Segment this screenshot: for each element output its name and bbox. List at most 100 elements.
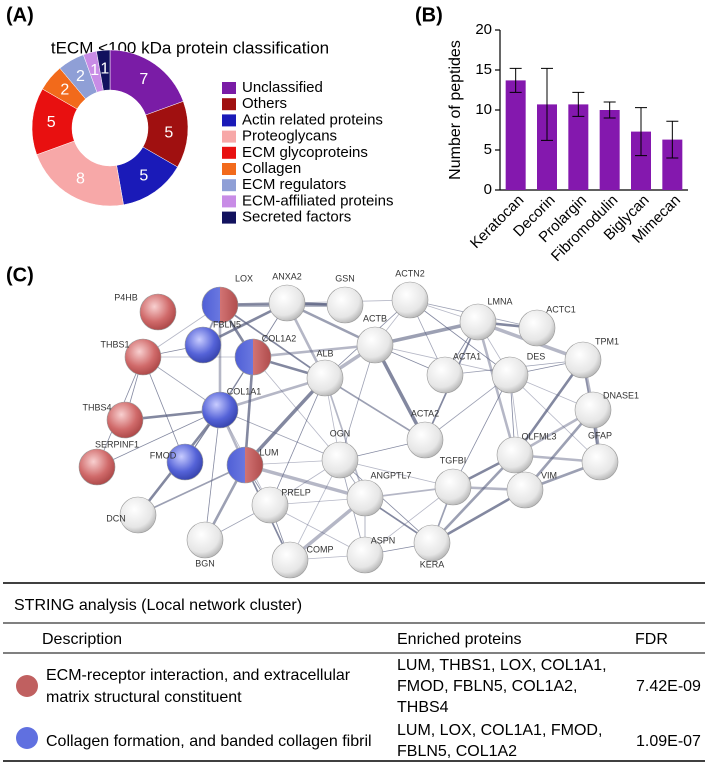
node-label: VIM — [541, 470, 557, 480]
fdr: 1.09E-07 — [636, 733, 701, 750]
node-label: FBLN5 — [213, 319, 241, 329]
edge — [339, 459, 454, 488]
edge — [339, 459, 433, 544]
node-label: OLFML3 — [521, 431, 556, 441]
node — [139, 293, 177, 331]
legend-swatch — [222, 98, 236, 111]
node — [356, 326, 394, 364]
bar — [537, 104, 557, 190]
node — [119, 496, 157, 534]
data-label: 5 — [47, 114, 56, 131]
node — [491, 356, 529, 394]
y-tick-label: 20 — [475, 21, 492, 38]
node-label: COMP — [307, 544, 334, 554]
data-label: 7 — [139, 71, 148, 88]
proteins: FMOD, FBLN5, COL1A2, — [397, 678, 578, 695]
legend-swatch — [222, 195, 236, 208]
node-label: ACTA2 — [411, 408, 439, 418]
node — [391, 281, 429, 319]
legend-label: Proteoglycans — [242, 128, 337, 145]
fdr: 7.42E-09 — [636, 678, 701, 695]
edge — [339, 344, 376, 461]
bar — [568, 104, 589, 190]
node-label: DNASE1 — [603, 390, 639, 400]
legend-swatch — [222, 82, 236, 94]
node-label: FMOD — [150, 450, 177, 460]
edge — [289, 459, 341, 561]
legend-label: ECM-affiliated proteins — [242, 192, 393, 209]
legend-swatch — [222, 146, 236, 159]
y-axis-label: Number of peptides — [447, 40, 464, 180]
legend-label: Unclassified — [242, 79, 323, 96]
node-label: KERA — [420, 559, 445, 569]
node — [346, 536, 384, 574]
node — [226, 446, 264, 484]
legend-label: ECM glycoproteins — [242, 144, 368, 161]
node — [186, 521, 224, 559]
node-label: LOX — [235, 273, 253, 283]
cluster-marker — [16, 727, 38, 749]
node-label: COL1A1 — [227, 386, 262, 396]
edge — [219, 409, 341, 461]
proteins: THBS4 — [397, 699, 449, 716]
node — [78, 448, 116, 486]
node-label: ALB — [316, 348, 333, 358]
table-header: Description — [42, 631, 122, 648]
node — [326, 286, 364, 324]
node-label: THBS4 — [82, 402, 111, 412]
proteins: LUM, THBS1, LOX, COL1A1, — [397, 657, 607, 674]
node-label: ACTB — [363, 313, 387, 323]
node-label: GSN — [335, 273, 355, 283]
node-label: COL1A2 — [262, 333, 297, 343]
node-label: LUM — [259, 447, 278, 457]
node — [346, 479, 384, 517]
node — [518, 309, 556, 347]
y-tick-label: 10 — [475, 101, 492, 118]
legend-swatch — [222, 130, 236, 143]
y-tick-label: 15 — [475, 61, 492, 78]
node — [124, 338, 162, 376]
edge — [452, 374, 511, 488]
node-label: SERPINF1 — [95, 439, 139, 449]
node — [201, 286, 239, 324]
edge — [431, 454, 516, 544]
node — [184, 326, 222, 364]
description: matrix structural constituent — [46, 689, 242, 706]
legend-swatch — [222, 179, 236, 192]
edge — [513, 359, 585, 456]
node-label: ANXA2 — [272, 271, 302, 281]
table-header: FDR — [635, 631, 668, 648]
description: Collagen formation, and banded collagen … — [46, 733, 372, 750]
data-label: 2 — [76, 68, 85, 85]
proteins: LUM, LOX, COL1A1, FMOD, — [397, 722, 602, 739]
node-label: THBS1 — [100, 339, 129, 349]
node — [459, 303, 497, 341]
node-label: TGFBI — [440, 455, 467, 465]
legend-label: Actin related proteins — [242, 111, 383, 128]
node — [581, 443, 619, 481]
network: P4HB LOX ANXA2 GSN ACTN2 LMNA ACTC1 TPM1 THBS1 FB… — [78, 268, 639, 579]
edge — [137, 464, 246, 516]
node-label: PRELP — [281, 487, 311, 497]
legend-label: Collagen — [242, 160, 301, 177]
node — [496, 436, 534, 474]
edge — [96, 409, 221, 468]
edge — [243, 376, 327, 467]
data-label: 5 — [164, 124, 173, 141]
node — [426, 356, 464, 394]
panel-label: (B) — [415, 4, 443, 26]
node-label: ASPN — [371, 535, 396, 545]
node — [106, 401, 144, 439]
node — [321, 441, 359, 479]
node-label: P4HB — [114, 292, 138, 302]
data-label: 1 — [100, 60, 109, 77]
y-tick-label: 0 — [484, 181, 492, 198]
edge — [324, 377, 366, 499]
data-label: 2 — [60, 81, 69, 98]
node-label: ACTN2 — [395, 268, 425, 278]
node-label: BGN — [195, 558, 215, 568]
edge — [204, 409, 221, 541]
node — [413, 524, 451, 562]
bar — [599, 110, 620, 190]
